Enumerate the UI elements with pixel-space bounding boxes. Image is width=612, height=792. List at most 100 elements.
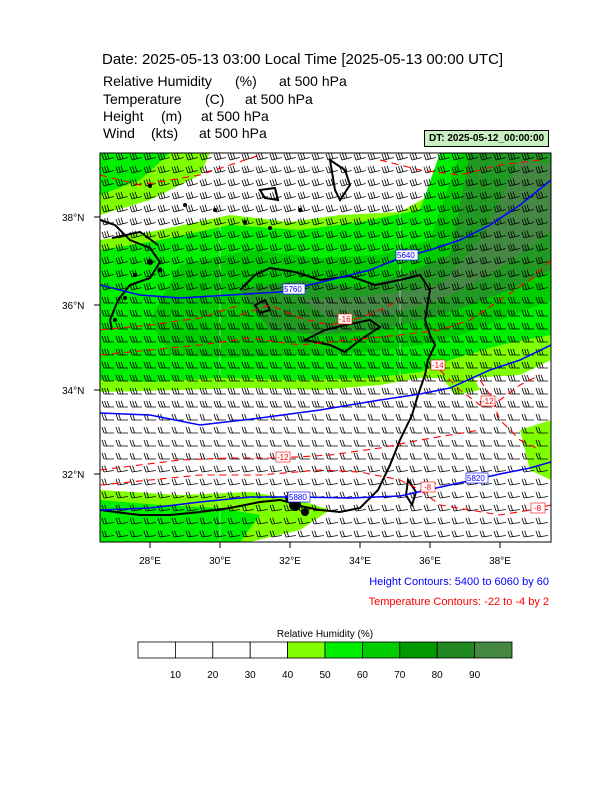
wind-barb bbox=[465, 465, 478, 473]
wind-barb bbox=[115, 322, 128, 330]
wind-barb bbox=[311, 165, 324, 174]
wind-barb bbox=[283, 165, 296, 174]
wind-barb bbox=[493, 256, 506, 265]
wind-barb bbox=[381, 230, 394, 239]
wind-barb bbox=[171, 387, 184, 395]
wind-barb bbox=[437, 282, 450, 291]
wind-barb bbox=[129, 165, 142, 174]
wind-barb bbox=[185, 361, 198, 369]
wind-barb bbox=[507, 530, 520, 538]
legend-colorbar bbox=[137, 641, 513, 659]
lon-label: 36°E bbox=[419, 556, 441, 567]
wind-barb bbox=[521, 282, 534, 291]
wind-barb bbox=[255, 178, 268, 187]
wind-barb bbox=[269, 296, 282, 304]
wind-barb bbox=[199, 439, 212, 447]
wind-barb bbox=[283, 217, 296, 226]
wind-barb bbox=[339, 296, 352, 304]
wind-barb bbox=[437, 178, 450, 187]
wind-barb bbox=[241, 243, 254, 252]
wind-barb bbox=[185, 282, 198, 291]
wind-barb bbox=[465, 452, 478, 460]
wind-barb bbox=[283, 191, 296, 200]
wind-barb bbox=[367, 322, 380, 330]
wind-barb bbox=[255, 191, 268, 200]
wind-barb bbox=[325, 361, 338, 369]
wind-barb bbox=[227, 322, 240, 330]
wind-barb bbox=[157, 387, 170, 395]
wind-barb bbox=[269, 517, 282, 525]
wind-barb bbox=[535, 439, 548, 447]
wind-barb bbox=[353, 178, 366, 187]
wind-barb bbox=[395, 530, 408, 538]
wind-barb bbox=[185, 322, 198, 330]
wind-barb bbox=[493, 478, 506, 486]
wind-barb bbox=[535, 361, 548, 369]
wind-barb bbox=[199, 296, 212, 304]
wind-barb bbox=[507, 452, 520, 460]
wind-barb bbox=[171, 230, 184, 239]
wind-barb bbox=[535, 309, 548, 317]
wind-barb bbox=[311, 478, 324, 486]
wind-barb bbox=[507, 348, 520, 356]
wind-barb bbox=[493, 243, 506, 252]
wind-barb bbox=[437, 530, 450, 538]
wind-barb bbox=[199, 387, 212, 395]
wind-barb bbox=[213, 282, 226, 291]
wind-barb bbox=[101, 335, 114, 343]
wind-barb bbox=[129, 374, 142, 382]
wind-barb bbox=[227, 439, 240, 447]
wind-barb bbox=[367, 465, 380, 473]
wind-barb bbox=[157, 269, 170, 278]
wind-barb bbox=[381, 387, 394, 395]
wind-barb bbox=[283, 387, 296, 395]
wind-barb bbox=[507, 387, 520, 395]
wind-barb bbox=[409, 504, 422, 512]
wind-barb bbox=[157, 243, 170, 252]
wind-barb bbox=[465, 217, 478, 226]
wind-barb bbox=[367, 426, 380, 434]
temperature-label: -12 bbox=[277, 453, 289, 462]
wind-barb bbox=[493, 413, 506, 421]
wind-barb bbox=[171, 178, 184, 187]
wind-barb bbox=[535, 478, 548, 486]
wind-barb bbox=[283, 256, 296, 265]
wind-barb bbox=[535, 282, 548, 291]
wind-barb bbox=[493, 348, 506, 356]
wind-barb bbox=[283, 348, 296, 356]
wind-barb bbox=[507, 335, 520, 343]
wind-barb bbox=[101, 452, 114, 460]
wind-barb bbox=[423, 452, 436, 460]
wind-barb bbox=[465, 413, 478, 421]
wind-barb bbox=[283, 296, 296, 304]
wind-barb bbox=[185, 178, 198, 187]
wind-barb bbox=[101, 153, 114, 161]
wind-barb bbox=[283, 153, 296, 161]
wind-barb bbox=[437, 400, 450, 408]
wind-barb bbox=[101, 361, 114, 369]
wind-barb bbox=[353, 153, 366, 161]
wind-barb bbox=[101, 309, 114, 317]
coastlines bbox=[100, 157, 437, 516]
wind-barb bbox=[451, 309, 464, 317]
wind-barb bbox=[493, 178, 506, 187]
wind-barb bbox=[283, 204, 296, 213]
wind-barb bbox=[339, 413, 352, 421]
wind-barb bbox=[395, 178, 408, 187]
wind-barb bbox=[241, 517, 254, 525]
wind-barb bbox=[213, 322, 226, 330]
wind-barb bbox=[451, 269, 464, 278]
wind-barb bbox=[409, 309, 422, 317]
wind-barb bbox=[269, 426, 282, 434]
wind-barb bbox=[213, 296, 226, 304]
wind-barb bbox=[479, 282, 492, 291]
wind-barb bbox=[311, 243, 324, 252]
wind-barb bbox=[115, 335, 128, 343]
wind-barb bbox=[129, 217, 142, 226]
wind-barb bbox=[465, 387, 478, 395]
wind-barb bbox=[465, 153, 478, 161]
wind-barb bbox=[325, 282, 338, 291]
wind-barb bbox=[479, 204, 492, 213]
wind-barb bbox=[423, 256, 436, 265]
